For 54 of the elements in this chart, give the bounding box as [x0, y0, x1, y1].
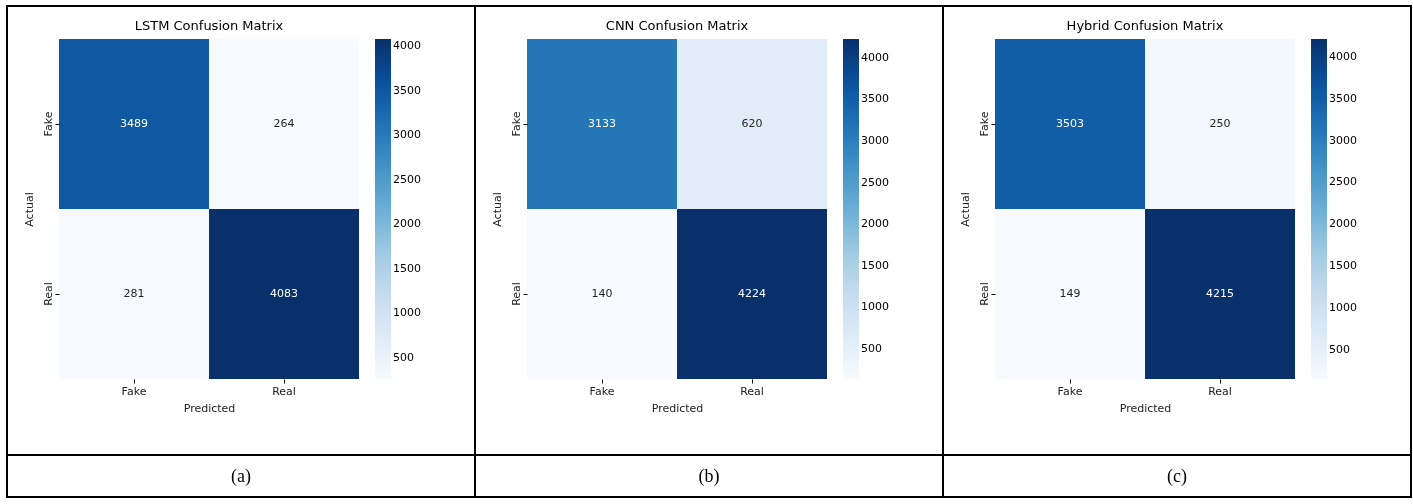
color-bar-label: 3000: [393, 128, 421, 142]
chart-title: CNN Confusion Matrix: [605, 18, 749, 33]
x-tick-label: Real: [1208, 384, 1232, 398]
color-bar-label: 500: [861, 342, 882, 356]
color-bar-label: 1000: [861, 300, 889, 314]
x-tick-label: Fake: [589, 384, 615, 398]
color-bar-label: 3000: [861, 133, 889, 147]
data-label: 264: [273, 117, 295, 130]
data-label: 4215: [1206, 287, 1234, 300]
x-axis-title: Predicted: [651, 401, 704, 415]
color-bar-label: 500: [1329, 342, 1350, 356]
color-bar-label: 4000: [1329, 49, 1357, 63]
data-label: 3489: [120, 117, 148, 130]
color-bar-label: 3500: [1329, 91, 1357, 105]
data-label: 620: [741, 117, 763, 130]
data-label: 281: [123, 287, 145, 300]
color-bar-label: 2500: [1329, 175, 1357, 189]
color-bar-label: 1500: [393, 261, 421, 275]
color-bar-label: 2000: [393, 217, 421, 231]
color-bar-label: 1000: [393, 306, 421, 320]
color-bar-label: 4000: [393, 39, 421, 53]
color-bar-label: 2500: [393, 172, 421, 186]
color-bar-label: 2000: [1329, 217, 1357, 231]
color-bar-label: 2000: [861, 217, 889, 231]
color-bar-label: 500: [393, 350, 414, 364]
data-label: 3503: [1056, 117, 1084, 130]
x-tick-label: Real: [740, 384, 764, 398]
color-bar-label: 3000: [1329, 133, 1357, 147]
data-label: 4224: [738, 287, 766, 300]
chart-title: LSTM Confusion Matrix: [134, 18, 284, 33]
x-axis-title: Predicted: [183, 401, 236, 415]
y-axis-title: Actual: [22, 192, 36, 227]
y-axis-title: Actual: [490, 192, 504, 227]
x-tick-label: Real: [272, 384, 296, 398]
data-label: 3133: [588, 117, 616, 130]
text: (c): [943, 455, 1411, 497]
x-axis-title: Predicted: [1119, 401, 1172, 415]
data-label: 4083: [270, 287, 298, 300]
x-tick-label: Fake: [1057, 384, 1083, 398]
text: (a): [7, 455, 475, 497]
text: (b): [475, 455, 943, 497]
color-bar-label: 1500: [861, 258, 889, 272]
color-bar-label: 1000: [1329, 300, 1357, 314]
color-bar-label: 3500: [861, 92, 889, 106]
chart-title: Hybrid Confusion Matrix: [1066, 18, 1224, 33]
x-tick-label: Fake: [121, 384, 147, 398]
y-axis-title: Actual: [958, 192, 972, 227]
data-label: 140: [591, 287, 613, 300]
color-bar-label: 1500: [1329, 259, 1357, 273]
data-label: 250: [1209, 117, 1231, 130]
color-bar-label: 4000: [861, 50, 889, 64]
data-label: 149: [1059, 287, 1081, 300]
color-bar-label: 2500: [861, 175, 889, 189]
color-bar-label: 3500: [393, 83, 421, 97]
